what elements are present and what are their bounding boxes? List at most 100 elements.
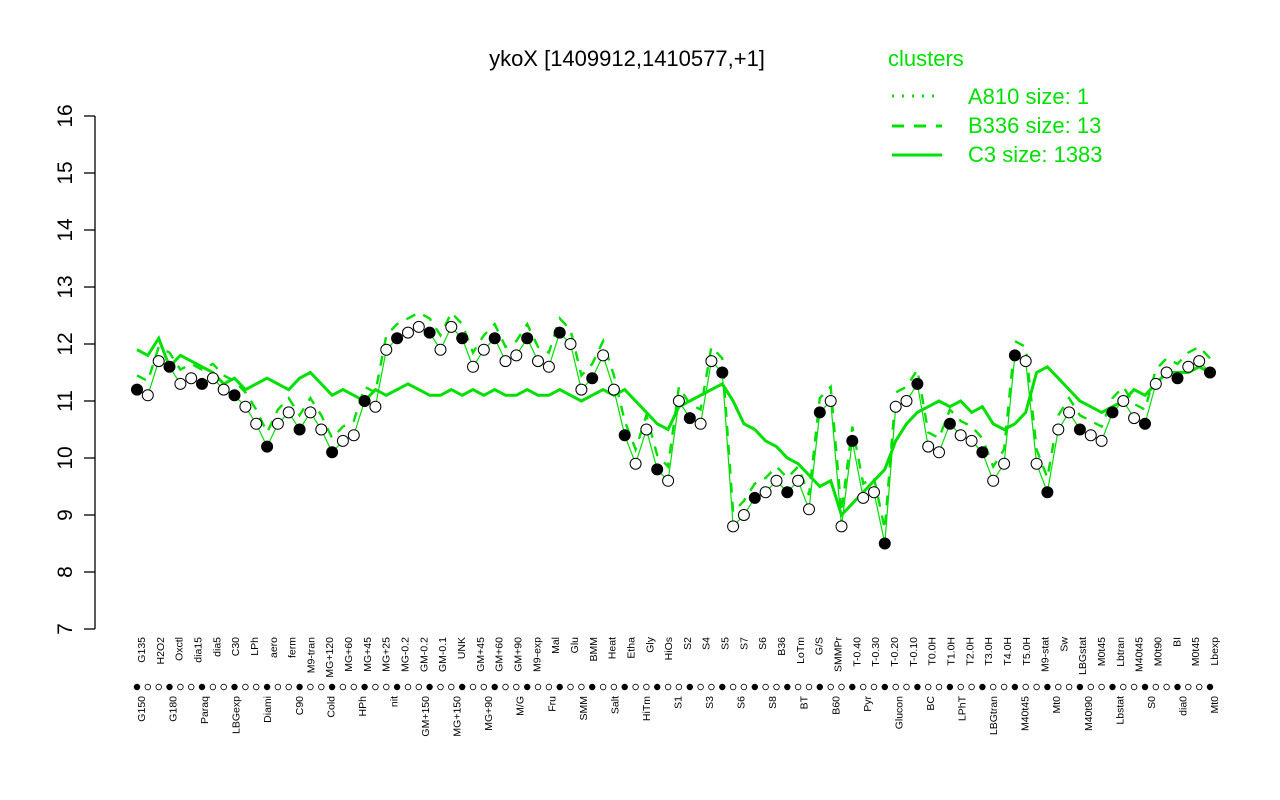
category-marker [187,683,195,691]
x-category-label: MG-0.2 [400,637,412,672]
x-category-label: HPh [357,696,369,717]
x-category-label: Diami [262,696,274,723]
x-category-label: M9-stat [1040,637,1052,672]
category-marker [968,683,975,691]
data-point [217,383,230,396]
data-point [326,446,339,459]
category-marker [643,683,650,691]
x-category-label: G180 [168,696,180,722]
x-category-label: M40t90 [1083,696,1095,731]
data-point [315,423,328,436]
data-point [792,474,805,487]
x-category-label: S8 [767,696,779,709]
data-point [467,360,479,373]
x-category-label: B36 [776,637,788,656]
category-marker [426,683,433,691]
category-marker [1011,683,1019,691]
x-category-label: Mal [550,637,562,654]
data-point [640,423,653,436]
x-category-label: Mt0 [1209,696,1221,714]
x-category-label: SMMPr [833,637,845,673]
category-marker [719,683,726,691]
x-category-label: Fru [546,696,558,712]
x-category-label: M0t45 [1096,637,1108,666]
x-category-label: UNK [456,637,468,659]
data-point [488,332,501,345]
x-category-label: LoTm [795,637,807,664]
x-category-label: T-0.40 [851,637,863,667]
category-marker [459,683,466,691]
x-category-label: Mt0 [1051,696,1063,714]
data-point [423,326,436,339]
data-point [564,338,577,350]
data-point [196,377,208,390]
category-marker [1022,683,1029,691]
data-point [900,395,913,407]
x-category-label: Lbexp [1209,637,1221,666]
series-layer [136,310,1211,544]
category-marker [816,683,823,691]
x-category-label: T2.0H [964,637,976,666]
series-line-points [136,325,1211,544]
x-category-label: LBGexp [231,696,243,734]
y-tick-label: 13 [54,275,77,298]
x-category-label: nit [389,696,401,707]
data-point [943,417,956,430]
data-point [846,434,859,447]
category-marker [990,683,997,691]
x-category-label: B60 [830,696,842,715]
data-point [369,400,382,413]
data-point [510,349,523,362]
data-point [954,429,967,442]
data-point [1139,417,1151,430]
data-point [803,503,815,516]
data-point [998,457,1011,470]
data-point [499,355,512,368]
category-marker [849,683,856,691]
category-marker [166,683,173,691]
legend: clusters A810 size: 1 B336 size: 13 C3 s… [888,46,1103,167]
data-point [1193,355,1206,368]
x-category-label: aero [268,637,280,658]
data-point [1182,360,1195,373]
category-marker [513,683,520,691]
y-tick-label: 10 [54,446,77,469]
data-point [434,343,447,356]
category-marker [1098,683,1105,691]
category-marker [1076,683,1084,691]
category-marker [1174,683,1181,691]
data-point [716,366,729,379]
x-category-label: Glu [569,637,581,654]
x-category-label: MG+45 [362,637,374,672]
category-marker [437,683,444,691]
category-marker [957,683,964,691]
data-point [250,417,263,430]
legend-label-c3: C3 size: 1383 [968,142,1103,167]
x-category-label: Lbstat [1114,696,1126,725]
category-labels: G135 H2O2 Oxctl dia15 dia5 C30 LPh aero ferm M9-t… [133,636,1221,737]
data-point [987,474,1000,487]
data-point [141,389,154,402]
data-point [922,440,935,453]
category-marker [534,683,542,691]
data-point [889,400,902,413]
x-category-label: G135 [136,637,148,663]
category-marker [491,683,498,691]
category-marker [133,683,141,691]
category-marker [567,683,574,691]
data-point [727,520,740,533]
category-marker [1130,683,1138,691]
category-marker [914,683,921,691]
data-point [813,406,826,419]
category-marker [480,683,487,691]
data-point [1160,366,1173,379]
category-marker [675,683,683,691]
x-category-label: Salt [609,696,621,714]
category-marker [1044,683,1051,691]
data-point [261,440,274,453]
y-tick-label: 8 [54,566,77,578]
x-category-label: Sw [1058,637,1070,652]
category-marker [762,683,769,691]
category-marker [935,683,943,691]
data-point [1204,366,1216,379]
